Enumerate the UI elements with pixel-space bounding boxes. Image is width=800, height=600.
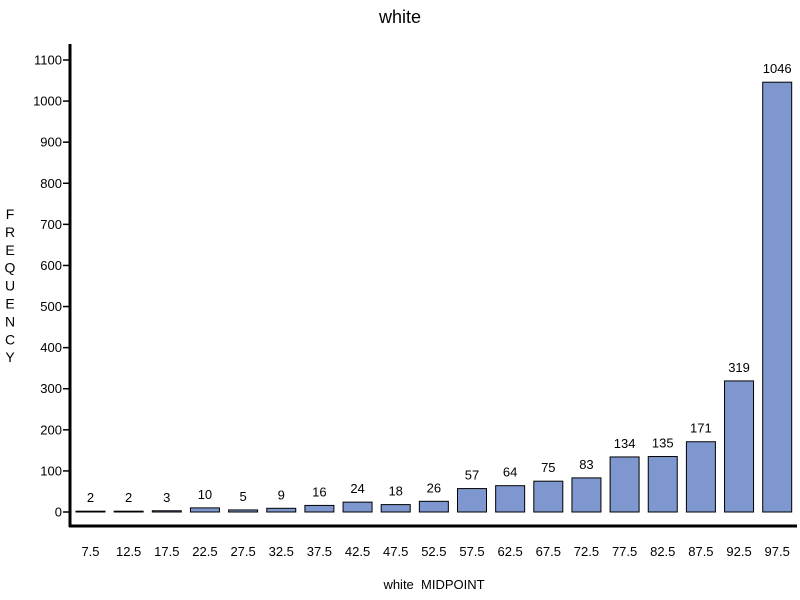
bar-22.5 xyxy=(189,507,220,513)
bar-62.5 xyxy=(495,485,526,513)
data-label: 171 xyxy=(690,421,712,436)
y-tick-label: 100 xyxy=(40,463,62,478)
x-tick-label: 77.5 xyxy=(612,544,637,559)
bar-67.5 xyxy=(533,480,564,513)
data-label: 2 xyxy=(87,490,94,505)
y-axis-label-letter: C xyxy=(5,331,15,347)
bar-37.5 xyxy=(304,504,335,513)
x-tick-label: 62.5 xyxy=(497,544,522,559)
x-tick-label: 12.5 xyxy=(116,544,141,559)
y-tick-label: 900 xyxy=(40,135,62,150)
x-tick-label: 57.5 xyxy=(459,544,484,559)
y-axis-ticks: 0 100 200 300 400 500 600 700 800 900 1000 1100 xyxy=(33,53,70,520)
bar-7.5 xyxy=(75,510,106,513)
y-axis-label-letter: Y xyxy=(5,349,15,365)
data-label: 9 xyxy=(278,487,285,502)
x-tick-label: 7.5 xyxy=(81,544,99,559)
bars: 2 2 3 10 5 9 16 24 18 26 57 64 75 83 134 135 171 319 1046 xyxy=(75,61,793,513)
y-tick-label: 200 xyxy=(40,422,62,437)
data-label: 10 xyxy=(198,487,212,502)
y-axis-label-letter: U xyxy=(5,278,15,294)
x-axis-label: white MIDPOINT xyxy=(382,577,484,592)
data-label: 18 xyxy=(388,484,402,499)
x-tick-label: 72.5 xyxy=(574,544,599,559)
x-tick-label: 22.5 xyxy=(192,544,217,559)
data-label: 135 xyxy=(652,436,674,451)
y-tick-label: 800 xyxy=(40,176,62,191)
bar-17.5 xyxy=(151,510,182,513)
data-label: 1046 xyxy=(763,61,792,76)
x-tick-label: 52.5 xyxy=(421,544,446,559)
data-label: 83 xyxy=(579,457,593,472)
y-axis-label-letter: F xyxy=(6,206,15,222)
bar-97.5 xyxy=(762,81,793,513)
bar-87.5 xyxy=(685,441,716,513)
bar-92.5 xyxy=(724,380,755,513)
y-tick-label: 1000 xyxy=(33,94,62,109)
y-tick-label: 300 xyxy=(40,381,62,396)
bar-77.5 xyxy=(609,456,640,513)
x-tick-label: 87.5 xyxy=(688,544,713,559)
y-tick-label: 500 xyxy=(40,299,62,314)
x-tick-label: 32.5 xyxy=(269,544,294,559)
bar-82.5 xyxy=(647,456,678,513)
bar-27.5 xyxy=(228,509,259,513)
data-label: 57 xyxy=(465,468,479,483)
x-tick-label: 92.5 xyxy=(726,544,751,559)
x-tick-label: 67.5 xyxy=(536,544,561,559)
x-tick-label: 37.5 xyxy=(307,544,332,559)
y-tick-label: 1100 xyxy=(34,53,62,68)
y-tick-label: 700 xyxy=(40,217,62,232)
data-label: 2 xyxy=(125,490,132,505)
data-label: 3 xyxy=(163,490,170,505)
data-label: 75 xyxy=(541,460,555,475)
x-tick-label: 27.5 xyxy=(230,544,255,559)
chart-title: white xyxy=(378,7,421,27)
data-label: 24 xyxy=(350,481,364,496)
data-label: 5 xyxy=(239,489,246,504)
y-axis-label-letter: Q xyxy=(5,260,16,276)
x-tick-label: 97.5 xyxy=(765,544,790,559)
bar-47.5 xyxy=(380,504,411,513)
y-tick-label: 0 xyxy=(55,505,62,520)
bar-42.5 xyxy=(342,501,373,513)
bar-72.5 xyxy=(571,477,602,513)
bar-52.5 xyxy=(418,500,449,513)
y-tick-label: 600 xyxy=(40,258,62,273)
y-axis-label-letter: E xyxy=(5,242,14,258)
y-axis-label-letter: N xyxy=(5,313,15,329)
y-tick-label: 400 xyxy=(40,340,62,355)
x-tick-label: 82.5 xyxy=(650,544,675,559)
data-label: 16 xyxy=(312,484,326,499)
y-axis-label-letter: R xyxy=(5,224,15,240)
bar-57.5 xyxy=(457,488,487,513)
bar-12.5 xyxy=(113,510,144,513)
x-tick-label: 17.5 xyxy=(154,544,179,559)
data-label: 64 xyxy=(503,465,517,480)
data-label: 319 xyxy=(728,360,750,375)
x-axis-tick-labels: 7.5 12.5 17.5 22.5 27.5 32.5 37.5 42.5 47.5 52.5 5… xyxy=(81,544,789,559)
y-axis-label-letter: E xyxy=(5,296,14,312)
bar-32.5 xyxy=(266,507,297,513)
x-tick-label: 42.5 xyxy=(345,544,370,559)
data-label: 26 xyxy=(427,480,441,495)
x-tick-label: 47.5 xyxy=(383,544,408,559)
data-label: 134 xyxy=(614,436,636,451)
